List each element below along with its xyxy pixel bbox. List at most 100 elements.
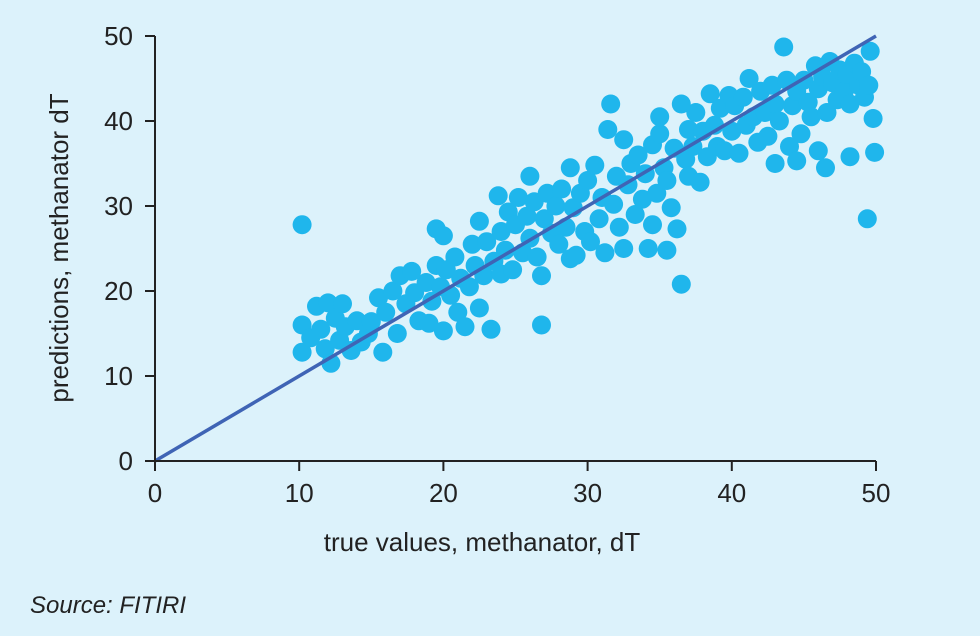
data-point: [762, 75, 782, 95]
data-point: [517, 206, 537, 226]
data-point: [604, 194, 624, 214]
data-point: [840, 147, 860, 167]
data-point: [495, 240, 515, 260]
data-point: [865, 142, 885, 162]
data-point: [859, 75, 879, 95]
data-point: [311, 319, 331, 339]
data-point: [581, 232, 600, 252]
data-point: [758, 126, 778, 146]
data-point: [614, 130, 634, 150]
fit-line: [154, 34, 877, 463]
data-point: [638, 239, 658, 258]
data-point: [787, 151, 807, 171]
data-point: [369, 288, 388, 308]
data-point: [383, 281, 403, 301]
data-point: [860, 41, 880, 61]
data-point: [840, 94, 860, 114]
data-point: [589, 209, 609, 229]
data-point: [780, 137, 799, 156]
data-point: [549, 234, 569, 254]
data-point: [715, 141, 735, 161]
data-point: [808, 141, 828, 161]
data-point: [733, 87, 753, 107]
data-point: [650, 107, 670, 127]
data-point: [686, 103, 706, 122]
data-point: [527, 247, 547, 267]
data-point: [481, 319, 501, 339]
data-point: [863, 109, 883, 128]
scatter-points: [292, 37, 885, 373]
data-point: [333, 294, 352, 314]
data-point: [376, 302, 396, 322]
x-tick-label: 20: [429, 478, 458, 508]
data-point: [632, 189, 652, 209]
data-point: [679, 120, 698, 139]
data-point: [433, 226, 453, 246]
y-tick-label: 30: [104, 191, 133, 221]
data-point: [601, 94, 621, 114]
data-point: [491, 222, 511, 241]
data-point: [488, 186, 508, 206]
data-point: [595, 243, 615, 263]
data-point: [552, 179, 572, 199]
data-point: [817, 103, 837, 122]
data-point: [477, 232, 497, 252]
y-tick-label: 0: [119, 446, 133, 476]
data-point: [387, 324, 407, 343]
data-point: [462, 234, 482, 254]
data-point: [657, 240, 677, 260]
data-point: [782, 96, 802, 116]
data-point: [671, 94, 691, 114]
data-point: [700, 84, 720, 104]
data-point: [402, 261, 422, 281]
data-point: [643, 215, 662, 235]
data-point: [661, 198, 681, 218]
data-point: [585, 155, 605, 175]
source-note: Source: FITIRI: [30, 592, 186, 619]
data-point: [416, 273, 436, 292]
data-point: [765, 154, 785, 173]
data-point: [532, 315, 551, 335]
data-point: [546, 196, 566, 216]
data-point: [347, 311, 367, 331]
data-point: [560, 158, 580, 178]
x-tick-label: 40: [717, 478, 746, 508]
x-tick-label: 50: [862, 478, 891, 508]
axis-ticks: 0 10 20 30 40 50 0 10 20 30 40 50: [104, 21, 890, 508]
x-tick-label: 30: [573, 478, 602, 508]
data-point: [469, 298, 489, 318]
data-point: [419, 313, 439, 333]
data-point: [318, 293, 338, 313]
y-tick-label: 20: [104, 276, 133, 306]
data-point: [459, 277, 479, 297]
data-point: [647, 183, 667, 203]
data-point: [315, 339, 335, 359]
data-point: [292, 215, 312, 235]
data-point: [628, 145, 648, 165]
data-point: [667, 219, 687, 239]
x-tick-label: 0: [148, 478, 162, 508]
data-point: [534, 209, 554, 229]
data-point: [614, 239, 634, 258]
x-tick-label: 10: [285, 478, 314, 508]
data-point: [469, 211, 489, 231]
data-point: [520, 166, 540, 186]
y-tick-label: 50: [104, 21, 133, 51]
y-tick-label: 40: [104, 106, 133, 136]
y-axis-label: predictions, methanator dT: [44, 93, 74, 402]
data-point: [566, 245, 586, 265]
data-point: [690, 172, 710, 192]
data-point: [801, 107, 821, 127]
data-point: [448, 302, 468, 322]
data-point: [578, 171, 598, 190]
data-point: [455, 317, 475, 337]
x-axis-label: true values, methanator, dT: [324, 527, 641, 557]
data-point: [361, 312, 381, 332]
data-point: [774, 37, 794, 57]
data-point: [609, 217, 629, 237]
data-point: [433, 321, 453, 341]
data-point: [671, 274, 691, 294]
data-point: [657, 171, 677, 190]
data-point: [722, 121, 742, 141]
